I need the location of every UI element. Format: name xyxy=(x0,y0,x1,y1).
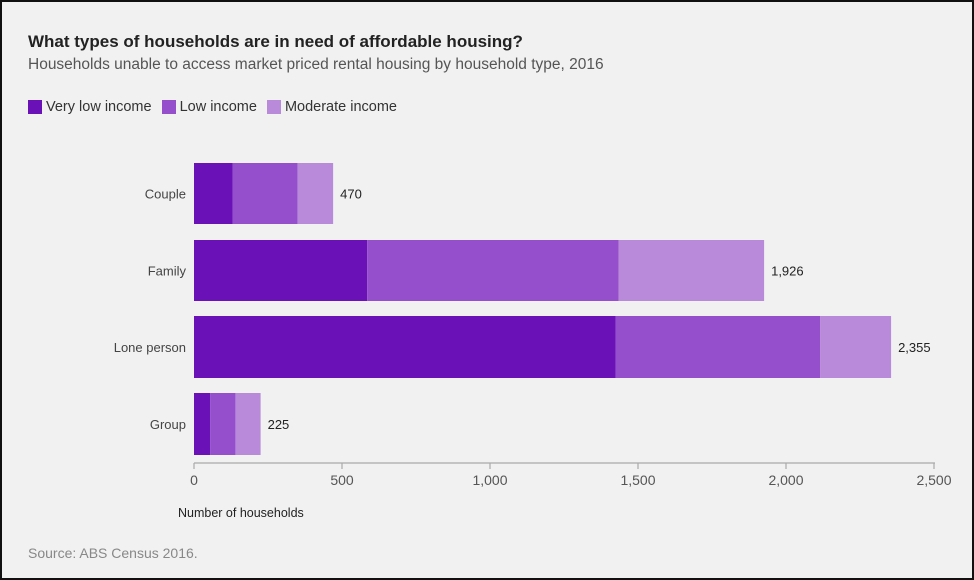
x-tick-label-500: 500 xyxy=(330,472,354,488)
bar-segment-lone-person-low-income xyxy=(615,316,821,378)
legend-swatch-low-income xyxy=(161,100,176,114)
category-label-couple: Couple xyxy=(145,187,186,202)
legend-item-low-income: Low income xyxy=(161,99,257,115)
x-tick-label-1500: 1,500 xyxy=(620,472,655,488)
legend-swatch-moderate-income xyxy=(266,100,281,114)
x-tick-label-2000: 2,000 xyxy=(768,472,803,488)
chart-title: What types of households are in need of … xyxy=(28,32,523,51)
total-label-family: 1,926 xyxy=(771,264,804,279)
source-note: Source: ABS Census 2016. xyxy=(28,545,198,561)
legend-label-low-income: Low income xyxy=(179,99,257,115)
chart-subtitle: Households unable to access market price… xyxy=(28,56,604,73)
x-tick-label-0: 0 xyxy=(190,472,198,488)
category-label-family: Family xyxy=(148,264,187,279)
legend: Very low income Low income Moderate inco… xyxy=(28,99,407,115)
total-label-lone-person: 2,355 xyxy=(898,340,931,355)
bar-segment-group-low-income xyxy=(210,393,236,455)
total-label-group: 225 xyxy=(268,417,290,432)
legend-item-moderate-income: Moderate income xyxy=(266,99,397,115)
legend-label-moderate-income: Moderate income xyxy=(284,99,397,115)
bar-segment-couple-very-low-income xyxy=(194,163,233,224)
category-label-lone-person: Lone person xyxy=(114,340,186,355)
bar-segment-lone-person-moderate-income xyxy=(820,316,892,378)
x-axis-title: Number of households xyxy=(178,506,304,520)
legend-swatch-very-low-income xyxy=(28,100,42,114)
category-label-group: Group xyxy=(150,417,186,432)
bar-segment-group-moderate-income xyxy=(235,393,261,455)
x-tick-label-2500: 2,500 xyxy=(916,472,951,488)
bar-segment-couple-moderate-income xyxy=(297,163,334,224)
bar-segment-family-moderate-income xyxy=(618,240,765,301)
total-label-couple: 470 xyxy=(340,187,362,202)
legend-label-very-low-income: Very low income xyxy=(46,99,152,115)
bar-segment-lone-person-very-low-income xyxy=(194,316,616,378)
bar-segment-family-low-income xyxy=(367,240,619,301)
bar-segment-family-very-low-income xyxy=(194,240,368,301)
bar-segment-group-very-low-income xyxy=(194,393,211,455)
legend-item-very-low-income: Very low income xyxy=(28,99,152,115)
bar-segment-couple-low-income xyxy=(232,163,298,224)
x-tick-label-1000: 1,000 xyxy=(472,472,507,488)
